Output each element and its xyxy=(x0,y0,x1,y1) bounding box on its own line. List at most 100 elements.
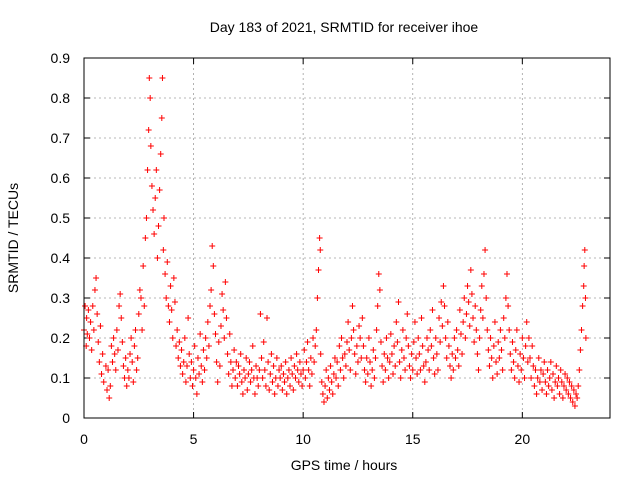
data-point xyxy=(223,315,230,321)
data-point xyxy=(525,335,532,341)
data-point xyxy=(278,363,285,369)
data-point xyxy=(261,367,268,373)
data-point xyxy=(285,367,292,373)
data-point xyxy=(177,363,184,369)
data-point xyxy=(297,371,304,377)
data-point xyxy=(397,375,404,381)
data-point xyxy=(349,303,356,309)
data-point xyxy=(181,335,188,341)
data-point xyxy=(85,307,92,313)
data-point xyxy=(353,343,360,349)
data-point xyxy=(376,287,383,293)
data-point xyxy=(288,355,295,361)
data-point xyxy=(381,351,388,357)
data-point xyxy=(144,167,151,173)
data-point xyxy=(379,363,386,369)
data-point xyxy=(271,391,278,397)
data-point xyxy=(236,371,243,377)
data-point xyxy=(400,355,407,361)
data-point xyxy=(147,143,154,149)
data-point xyxy=(423,335,430,341)
data-point xyxy=(192,375,199,381)
data-point xyxy=(361,367,368,373)
data-point xyxy=(98,371,105,377)
data-point xyxy=(501,335,508,341)
data-point xyxy=(391,343,398,349)
data-point xyxy=(290,387,297,393)
data-point xyxy=(560,383,567,389)
data-point xyxy=(516,379,523,385)
y-tick-label: 0.1 xyxy=(51,370,71,386)
data-point xyxy=(179,371,186,377)
data-point xyxy=(520,355,527,361)
data-point xyxy=(358,355,365,361)
data-point xyxy=(383,335,390,341)
y-tick-labels: 0 0.1 0.2 0.3 0.4 0.5 0.6 0.7 0.8 0.9 xyxy=(51,50,71,426)
data-point xyxy=(245,371,252,377)
data-point xyxy=(167,283,174,289)
data-point xyxy=(329,391,336,397)
data-point xyxy=(231,347,238,353)
data-point xyxy=(248,367,255,373)
data-point xyxy=(478,283,485,289)
data-point xyxy=(148,183,155,189)
data-point xyxy=(499,367,506,373)
data-point xyxy=(336,343,343,349)
data-point xyxy=(541,359,548,365)
data-point xyxy=(505,303,512,309)
data-point xyxy=(296,359,303,365)
data-point xyxy=(262,383,269,389)
data-point xyxy=(509,339,516,345)
data-point xyxy=(350,327,357,333)
data-point xyxy=(168,307,175,313)
data-point xyxy=(480,271,487,277)
data-point xyxy=(534,375,541,381)
data-point xyxy=(137,295,144,301)
y-tick-label: 0.5 xyxy=(51,210,71,226)
data-point xyxy=(83,315,90,321)
data-point xyxy=(166,319,173,325)
data-point xyxy=(188,359,195,365)
data-point xyxy=(425,347,432,353)
data-point xyxy=(450,367,457,373)
data-point xyxy=(335,383,342,389)
data-point xyxy=(227,359,234,365)
data-point xyxy=(465,299,472,305)
data-point xyxy=(299,383,306,389)
data-point xyxy=(274,383,281,389)
data-point xyxy=(438,299,445,305)
data-point xyxy=(421,379,428,385)
data-point xyxy=(246,359,253,365)
data-point xyxy=(357,335,364,341)
data-point xyxy=(160,215,167,221)
data-points xyxy=(81,75,589,409)
data-point xyxy=(202,335,209,341)
data-point xyxy=(364,371,371,377)
data-point xyxy=(316,235,323,241)
data-point xyxy=(445,343,452,349)
data-point xyxy=(498,347,505,353)
data-point xyxy=(107,383,114,389)
data-point xyxy=(346,347,353,353)
data-point xyxy=(128,335,135,341)
data-point xyxy=(215,339,222,345)
data-point xyxy=(441,303,448,309)
data-point xyxy=(510,359,517,365)
data-point xyxy=(280,371,287,377)
data-point xyxy=(429,307,436,313)
data-point xyxy=(127,351,134,357)
data-point xyxy=(449,351,456,357)
data-point xyxy=(502,295,509,301)
data-point xyxy=(485,347,492,353)
data-point xyxy=(456,307,463,313)
data-point xyxy=(153,167,160,173)
data-point xyxy=(216,363,223,369)
data-point xyxy=(150,207,157,213)
data-point xyxy=(130,379,137,385)
data-point xyxy=(212,331,219,337)
data-point xyxy=(315,267,322,273)
data-point xyxy=(131,343,138,349)
data-point xyxy=(308,371,315,377)
data-point xyxy=(240,367,247,373)
data-point xyxy=(340,375,347,381)
